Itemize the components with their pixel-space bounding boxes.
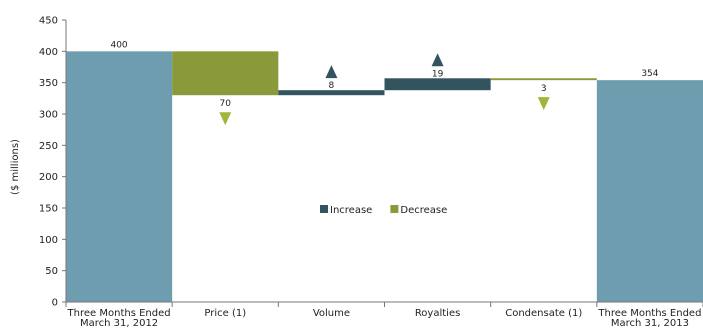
- legend-swatch-increase: [320, 205, 328, 213]
- data-label-2: 8: [329, 81, 335, 91]
- y-tick-label: 200: [39, 172, 58, 183]
- y-tick-label: 250: [39, 141, 58, 152]
- bar-total-5: [596, 80, 703, 302]
- data-label-5: 354: [641, 69, 658, 79]
- category-label-line: Three Months Ended: [67, 308, 171, 319]
- bars-layer: [66, 51, 703, 303]
- y-axis-label-group: ($ millions): [10, 139, 21, 195]
- category-label-2: Volume: [313, 308, 350, 319]
- category-label-0: Three Months Ended March 31, 2012: [67, 308, 171, 329]
- legend-swatch-decrease: [390, 205, 399, 213]
- category-label-line: Condensate (1): [505, 308, 582, 319]
- category-label-line: Price (1): [204, 308, 246, 319]
- category-label-line: Three Months Ended: [597, 308, 701, 319]
- data-label-3: 19: [432, 69, 444, 79]
- y-tick-label: 50: [45, 266, 58, 277]
- legend-label-decrease: Decrease: [400, 205, 447, 216]
- category-label-line: Volume: [313, 308, 350, 319]
- y-tick-label: 300: [39, 110, 58, 121]
- y-tick-label: 100: [39, 235, 58, 246]
- bar-increase-3: [384, 78, 491, 91]
- y-tick-label: 450: [39, 16, 58, 27]
- axes-layer: 0 50 100 150 200 250 300 350 400 450: [39, 16, 703, 309]
- bar-decrease-4: [490, 78, 597, 81]
- data-label-0: 400: [110, 40, 127, 50]
- bar-decrease-1: [172, 51, 279, 96]
- decrease-arrow-icon: [219, 112, 232, 126]
- category-label-line: March 31, 2012: [80, 318, 158, 329]
- bar-total-0: [66, 51, 173, 303]
- category-label-line: Royalties: [415, 308, 461, 319]
- increase-arrow-icon: [325, 65, 338, 79]
- category-label-4: Condensate (1): [505, 308, 582, 319]
- legend: Increase Decrease: [320, 205, 447, 216]
- category-label-3: Royalties: [415, 308, 461, 319]
- category-label-line: March 31, 2013: [611, 318, 689, 329]
- legend-label-increase: Increase: [330, 205, 372, 216]
- decrease-arrow-icon: [537, 97, 550, 111]
- data-label-4: 3: [541, 84, 547, 94]
- category-label-5: Three Months Ended March 31, 2013: [597, 308, 701, 329]
- y-tick-label: 0: [52, 298, 58, 309]
- data-label-1: 70: [220, 99, 232, 109]
- y-axis-label: ($ millions): [10, 139, 21, 195]
- increase-arrow-icon: [431, 53, 444, 67]
- bar-increase-2: [278, 90, 385, 96]
- category-label-1: Price (1): [204, 308, 246, 319]
- y-tick-label: 350: [39, 78, 58, 89]
- y-tick-label: 400: [39, 47, 58, 58]
- y-tick-label: 150: [39, 204, 58, 215]
